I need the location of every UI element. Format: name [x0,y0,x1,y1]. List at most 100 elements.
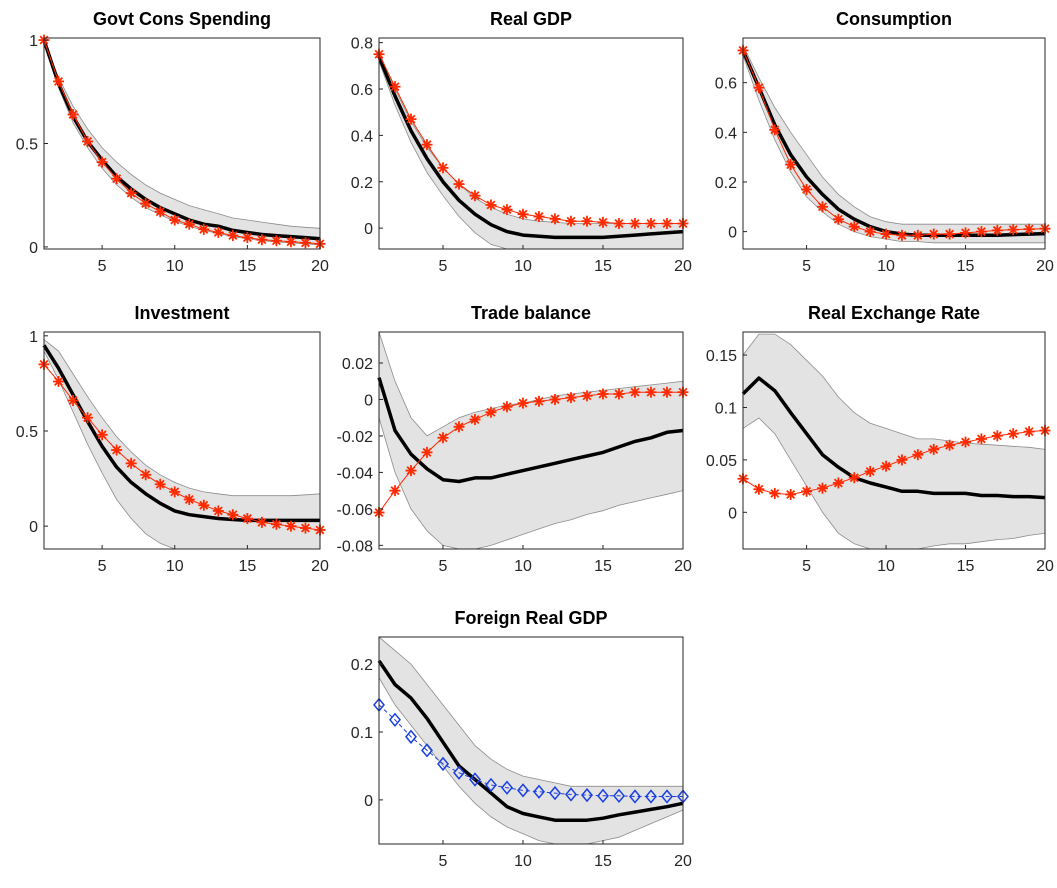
data-marker-asterisk [125,187,137,199]
y-tick-label: 0.6 [715,76,737,93]
data-marker-asterisk [198,499,210,511]
x-tick-label: 15 [594,853,612,870]
data-marker-asterisk [241,232,253,244]
data-marker-diamond [597,788,609,803]
data-marker-asterisk [82,135,94,147]
x-tick-label: 5 [439,558,448,575]
data-marker-asterisk [285,236,297,248]
data-marker-asterisk [991,224,1003,236]
data-marker-asterisk [299,237,311,249]
data-marker-asterisk [140,469,152,481]
data-marker-asterisk [469,414,481,426]
x-tick-label: 20 [674,258,692,275]
data-marker-asterisk [285,520,297,532]
data-marker-asterisk [1023,223,1035,235]
data-marker-asterisk [661,386,673,398]
data-marker-diamond [405,729,417,744]
data-marker-asterisk [533,211,545,223]
x-tick-label: 5 [802,258,811,275]
x-tick-label: 10 [166,558,184,575]
data-marker-asterisk [597,388,609,400]
panel-investment: Investment 5 10 15 20 0 0.5 1 [16,303,329,575]
y-tick-label: 0.15 [706,348,737,365]
data-marker-asterisk [169,214,181,226]
panel-real-gdp: Real GDP 5 10 15 20 0 0.2 0.4 0.6 0.8 [351,9,692,275]
y-tick-label: 0.5 [16,424,38,441]
panel-title: Investment [134,303,229,323]
x-tick-label: 20 [674,853,692,870]
data-marker-asterisk [517,208,529,220]
data-marker-diamond [645,789,657,804]
data-marker-asterisk [581,215,593,227]
data-marker-asterisk [517,397,529,409]
data-marker-asterisk [485,406,497,418]
data-marker-asterisk [975,226,987,238]
y-tick-label: 0.2 [351,657,373,674]
data-marker-asterisk [67,395,79,407]
data-marker-asterisk [485,199,497,211]
data-marker-asterisk [53,375,65,387]
data-marker-asterisk [832,213,844,225]
data-marker-diamond [565,787,577,802]
data-marker-asterisk [944,228,956,240]
median-line [741,376,1046,500]
y-tick-label: 1 [29,33,38,50]
data-marker-asterisk [227,509,239,521]
data-marker-asterisk [896,229,908,241]
data-marker-asterisk [661,217,673,229]
y-tick-label: 0.2 [351,175,373,192]
x-tick-label: 5 [439,258,448,275]
data-marker-asterisk [753,483,765,495]
y-tick-label: 0.5 [16,137,38,154]
data-marker-diamond [613,788,625,803]
x-tick-label: 10 [166,258,184,275]
y-tick-label: 0.2 [715,175,737,192]
data-marker-asterisk [597,216,609,228]
data-marker-asterisk [421,446,433,458]
data-marker-asterisk [1007,224,1019,236]
data-marker-asterisk [389,485,401,497]
panel-title: Real GDP [490,9,572,29]
data-marker-asterisk [565,392,577,404]
data-marker-asterisk [405,113,417,125]
x-tick-label: 20 [1036,258,1054,275]
x-tick-label: 20 [311,558,329,575]
x-tick-label: 5 [802,558,811,575]
data-marker-asterisk [801,485,813,497]
data-marker-asterisk [212,226,224,238]
data-marker-asterisk [769,487,781,499]
data-marker-asterisk [613,217,625,229]
data-marker-asterisk [753,82,765,94]
x-tick-label: 15 [238,558,256,575]
x-tick-label: 20 [311,258,329,275]
data-marker-asterisk [832,477,844,489]
y-tick-label: 0.8 [351,36,373,53]
y-tick-label: 0.4 [351,128,373,145]
panel-title: Trade balance [471,303,591,323]
data-marker-asterisk [880,228,892,240]
data-marker-asterisk [111,444,123,456]
data-marker-asterisk [645,386,657,398]
data-marker-asterisk [1023,426,1035,438]
data-marker-asterisk [928,228,940,240]
y-tick-label: 0 [29,519,38,536]
data-marker-asterisk [501,401,513,413]
data-marker-asterisk [96,429,108,441]
y-tick-label: 0.4 [715,125,737,142]
data-marker-diamond [533,784,545,799]
data-marker-diamond [389,712,401,727]
median-line [377,55,684,240]
y-tick-label: 0 [364,392,373,409]
data-marker-asterisk [816,201,828,213]
panel-foreign-real-gdp: Foreign Real GDP 5 10 15 20 0 0.1 0.2 [351,608,692,870]
data-marker-asterisk [581,390,593,402]
axes-box [378,37,684,250]
y-tick-label: 0.05 [706,453,737,470]
data-marker-asterisk [256,516,268,528]
data-marker-asterisk [96,156,108,168]
y-tick-label: -0.04 [337,465,374,482]
data-marker-asterisk [864,465,876,477]
data-marker-asterisk [501,204,513,216]
data-marker-asterisk [154,478,166,490]
